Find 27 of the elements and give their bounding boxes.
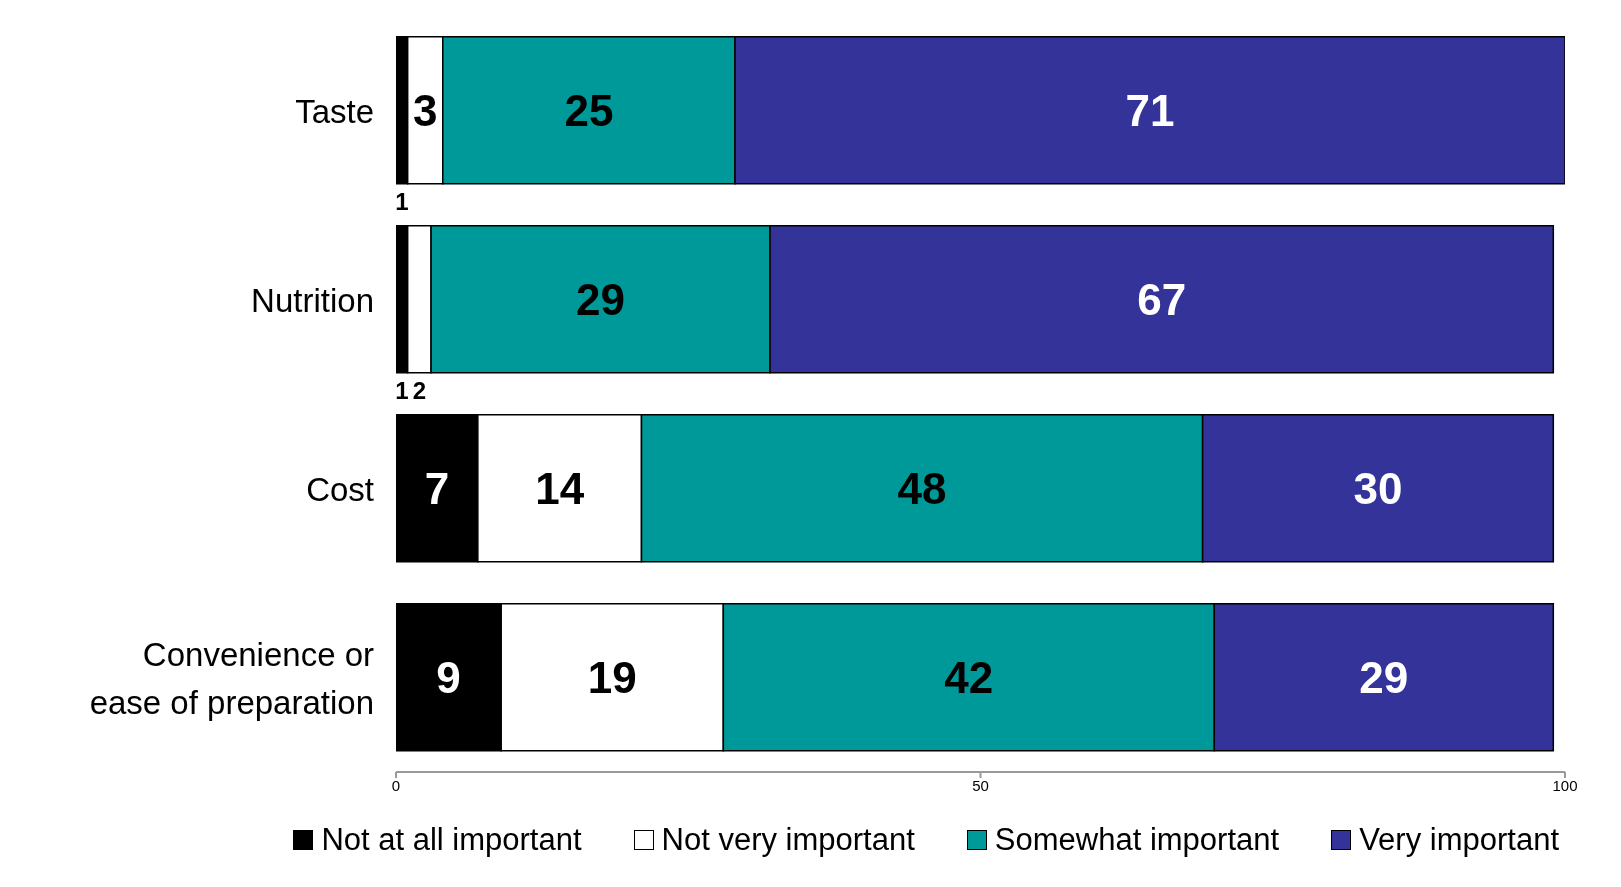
data-label: 67 [1137,274,1187,324]
data-label: 29 [1359,652,1409,702]
data-label: 7 [424,463,450,513]
y-tick-label: Convenience or ease of preparation [89,635,374,720]
data-label: 19 [587,652,637,702]
data-label: 2 [412,377,427,405]
y-tick-label: Cost [306,470,374,507]
data-label: 14 [535,463,585,513]
data-label: 71 [1125,85,1175,135]
data-label: 1 [395,188,409,216]
legend-label: Not at all important [321,822,582,858]
data-label: 29 [576,274,626,324]
y-tick-label: Nutrition [251,281,374,318]
data-label: 30 [1353,463,1403,513]
legend-label: Very important [1359,822,1559,858]
data-label: 1 [395,377,409,405]
x-tick-label: 0 [391,776,401,794]
data-label: 3 [412,85,438,135]
data-label: 9 [436,652,461,702]
y-tick-label: Taste [295,92,374,129]
data-label: 42 [944,652,994,702]
x-tick-label: 100 [1552,776,1578,794]
legend-label: Not very important [661,822,915,858]
x-tick-label: 50 [972,776,989,794]
data-label: 48 [897,463,947,513]
legend-label: Somewhat important [994,822,1280,858]
data-label: 25 [564,85,614,135]
